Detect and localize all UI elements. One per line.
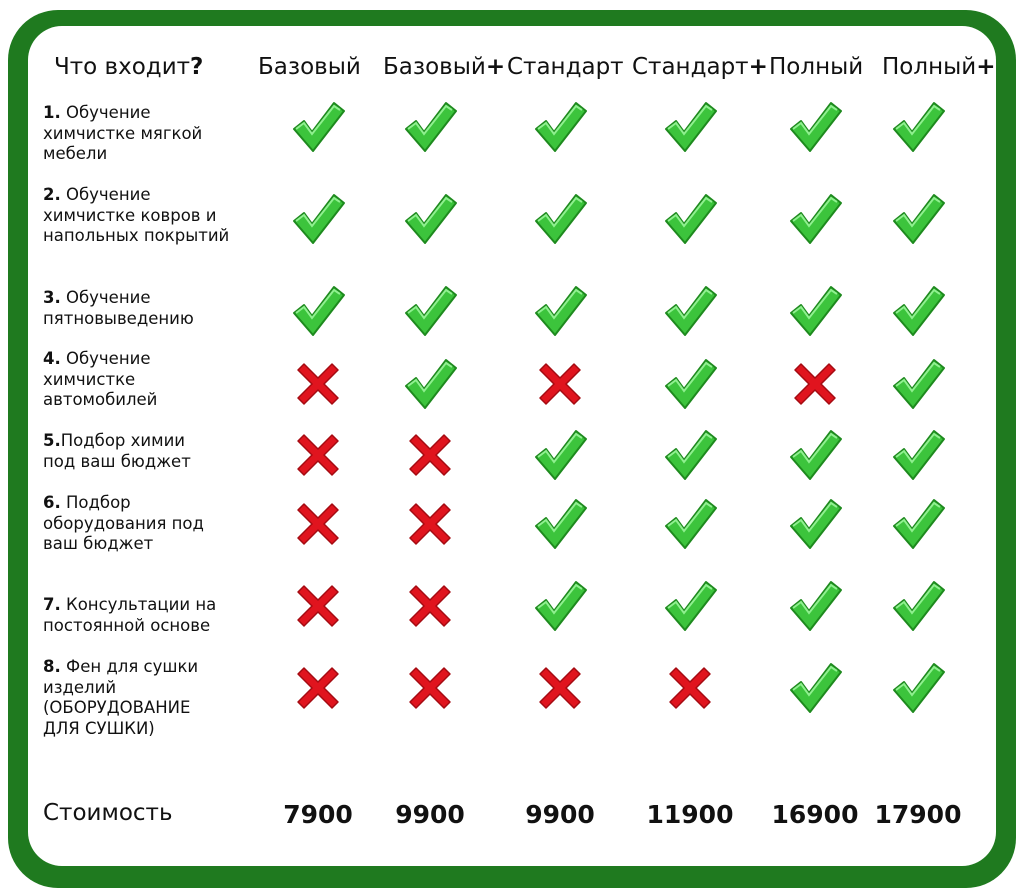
check-icon (662, 356, 718, 412)
check-icon (290, 191, 346, 247)
plan-name: Полный (769, 54, 864, 80)
check-icon (662, 427, 718, 483)
check-icon (402, 99, 458, 155)
check-icon (890, 283, 946, 339)
cross-icon (402, 578, 458, 634)
cross-icon (290, 496, 346, 552)
check-icon (787, 283, 843, 339)
feature-text: Подбор оборудования под ваш бюджет (43, 493, 204, 553)
feature-text: Обучение химчистке мягкой мебели (43, 103, 203, 163)
feature-number: 7. (43, 595, 61, 614)
feature-text: Обучение химчистке автомобилей (43, 349, 158, 409)
check-icon (402, 191, 458, 247)
check-icon (532, 191, 588, 247)
header-title-question-mark: ? (190, 54, 204, 80)
check-icon (662, 283, 718, 339)
feature-text: Подбор химии под ваш бюджет (43, 431, 191, 471)
plan-header-0: Базовый (258, 54, 361, 80)
plan-plus: + (976, 54, 996, 80)
cross-icon (402, 496, 458, 552)
feature-row-label: 8. Фен для сушки изделий (ОБОРУДОВАНИЕ Д… (43, 657, 213, 739)
check-icon (787, 99, 843, 155)
feature-number: 6. (43, 493, 61, 512)
check-icon (890, 496, 946, 552)
feature-row-label: 5.Подбор химии под ваш бюджет (43, 431, 213, 472)
plan-header-5: Полный+ (882, 54, 996, 80)
check-icon (402, 356, 458, 412)
plan-header-1: Базовый+ (383, 54, 505, 80)
cross-icon (290, 356, 346, 412)
cross-icon (402, 427, 458, 483)
feature-row-label: 3. Обучение пятновыведению (43, 288, 223, 329)
feature-number: 5. (43, 431, 61, 450)
feature-number: 8. (43, 657, 61, 676)
plan-price: 11900 (646, 800, 734, 829)
plan-plus: + (748, 54, 768, 80)
feature-text: Обучение химчистке ковров и напольных по… (43, 185, 230, 245)
feature-row-label: 6. Подбор оборудования под ваш бюджет (43, 493, 223, 555)
check-icon (890, 427, 946, 483)
plan-price: 9900 (525, 800, 595, 829)
plan-price: 7900 (283, 800, 353, 829)
cross-icon (402, 660, 458, 716)
feature-row-label: 1. Обучение химчистке мягкой мебели (43, 103, 223, 165)
feature-number: 1. (43, 103, 61, 122)
check-icon (532, 99, 588, 155)
check-icon (890, 660, 946, 716)
check-icon (890, 99, 946, 155)
feature-number: 2. (43, 185, 61, 204)
cost-label: Стоимость (43, 800, 173, 826)
check-icon (532, 496, 588, 552)
cross-icon (662, 660, 718, 716)
header-title-text: Что входит (54, 54, 191, 80)
cross-icon (532, 660, 588, 716)
plan-name: Базовый (258, 54, 361, 80)
plan-name: Стандарт (507, 54, 624, 80)
feature-number: 3. (43, 288, 61, 307)
plan-name: Полный (882, 54, 977, 80)
cross-icon (290, 660, 346, 716)
check-icon (890, 356, 946, 412)
check-icon (787, 578, 843, 634)
cross-icon (787, 356, 843, 412)
feature-text: Фен для сушки изделий (43, 657, 199, 697)
check-icon (787, 496, 843, 552)
feature-row-label: 7. Консультации на постоянной основе (43, 595, 233, 636)
check-icon (532, 427, 588, 483)
plan-header-3: Стандарт+ (632, 54, 768, 80)
check-icon (890, 191, 946, 247)
check-icon (662, 191, 718, 247)
plan-header-4: Полный (769, 54, 863, 80)
plan-name: Базовый (383, 54, 486, 80)
check-icon (290, 283, 346, 339)
plan-price: 16900 (771, 800, 859, 829)
cross-icon (532, 356, 588, 412)
feature-text: Обучение пятновыведению (43, 288, 194, 328)
check-icon (787, 660, 843, 716)
feature-row-label: 2. Обучение химчистке ковров и напольных… (43, 185, 243, 247)
plan-name: Стандарт (632, 54, 749, 80)
feature-text: Консультации на постоянной основе (43, 595, 217, 635)
check-icon (662, 578, 718, 634)
header-title: Что входит? (54, 54, 203, 80)
check-icon (890, 578, 946, 634)
plan-price: 9900 (395, 800, 465, 829)
feature-number: 4. (43, 349, 61, 368)
check-icon (532, 283, 588, 339)
check-icon (290, 99, 346, 155)
check-icon (787, 427, 843, 483)
plan-price: 17900 (874, 800, 962, 829)
cross-icon (290, 427, 346, 483)
check-icon (787, 191, 843, 247)
plan-header-2: Стандарт (507, 54, 624, 80)
cross-icon (290, 578, 346, 634)
check-icon (402, 283, 458, 339)
plan-plus: + (485, 54, 506, 80)
check-icon (662, 99, 718, 155)
feature-row-label: 4. Обучение химчистке автомобилей (43, 349, 203, 411)
feature-extra-note: (ОБОРУДОВАНИЕ ДЛЯ СУШКИ) (43, 698, 191, 738)
check-icon (662, 496, 718, 552)
check-icon (532, 578, 588, 634)
